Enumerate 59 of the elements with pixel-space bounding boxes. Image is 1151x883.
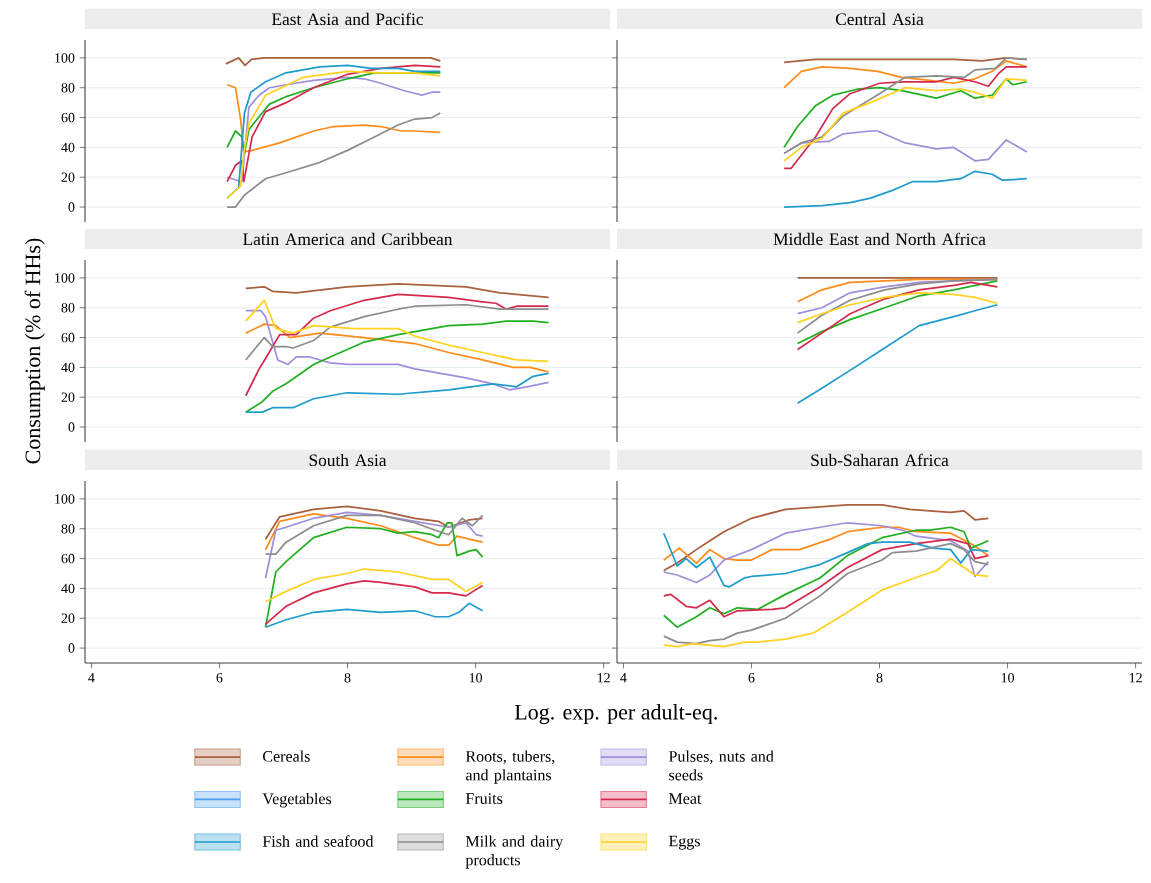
line-series — [244, 372, 550, 414]
line-series — [226, 83, 442, 153]
y-tick-label: 20 — [61, 392, 75, 402]
y-tick-label: 60 — [61, 112, 75, 123]
x-tick-label: 6 — [216, 673, 223, 683]
line-series — [264, 511, 484, 579]
x-tick-label: 4 — [620, 673, 627, 683]
y-tick-label: 60 — [61, 553, 75, 564]
x-axis-title: Log. exp. per adult-eq. — [514, 704, 717, 725]
chart-title: South Asia — [309, 453, 387, 467]
y-tick-label: 40 — [61, 362, 75, 373]
x-tick-label: 12 — [1129, 673, 1142, 683]
line-series — [244, 283, 550, 299]
y-tick-label: 0 — [68, 643, 75, 653]
y-tick-label: 100 — [55, 273, 75, 283]
x-tick-label: 12 — [597, 673, 610, 683]
chart-title: Middle East and North Africa — [773, 232, 986, 246]
legend-label: Fish and seafood — [262, 835, 374, 847]
y-tick-label: 0 — [68, 202, 75, 212]
legend-label: Cereals — [263, 750, 310, 762]
legend-label: Eggs — [668, 835, 700, 850]
x-tick-label: 6 — [748, 673, 755, 683]
y-tick-label: 20 — [61, 172, 75, 182]
line-series — [264, 602, 484, 629]
x-tick-label: 4 — [88, 673, 95, 683]
line-series — [264, 580, 484, 626]
chart-title: Latin America and Caribbean — [243, 232, 453, 246]
y-tick-label: 80 — [61, 303, 75, 313]
legend-label: Milk and dairy products — [465, 835, 564, 869]
chart-title: Sub-Saharan Africa — [811, 453, 949, 467]
y-tick-label: 80 — [61, 83, 75, 93]
line-series — [244, 293, 550, 397]
y-tick-label: 40 — [61, 583, 75, 594]
line-series — [264, 521, 484, 629]
line-series — [244, 309, 550, 391]
line-series — [244, 320, 550, 414]
chart-title: East Asia and Pacific — [271, 12, 424, 26]
line-series — [264, 505, 484, 541]
line-series — [264, 568, 484, 603]
legend-label: Roots, tubers, and plantains — [465, 750, 555, 784]
line-series — [226, 112, 442, 208]
legend-label: Vegetables — [262, 792, 332, 808]
x-tick-label: 10 — [1001, 673, 1015, 683]
y-tick-label: 100 — [55, 494, 75, 504]
legend-label: Fruits — [465, 793, 503, 804]
y-tick-label: 80 — [61, 524, 75, 534]
y-tick-label: 100 — [55, 53, 75, 63]
legend-label: Meat — [668, 793, 702, 804]
y-axis-title: Consumption (% of HHs) — [24, 238, 45, 464]
chart-title: Central Asia — [835, 12, 924, 26]
y-tick-label: 60 — [61, 332, 75, 343]
y-tick-label: 20 — [61, 613, 75, 623]
x-tick-label: 8 — [344, 673, 351, 683]
line-series — [244, 323, 550, 373]
y-tick-label: 40 — [61, 142, 75, 153]
x-tick-label: 8 — [876, 673, 883, 683]
x-tick-label: 10 — [469, 673, 483, 683]
y-tick-label: 0 — [68, 422, 75, 432]
legend-label: Pulses, nuts and seeds — [668, 750, 774, 781]
